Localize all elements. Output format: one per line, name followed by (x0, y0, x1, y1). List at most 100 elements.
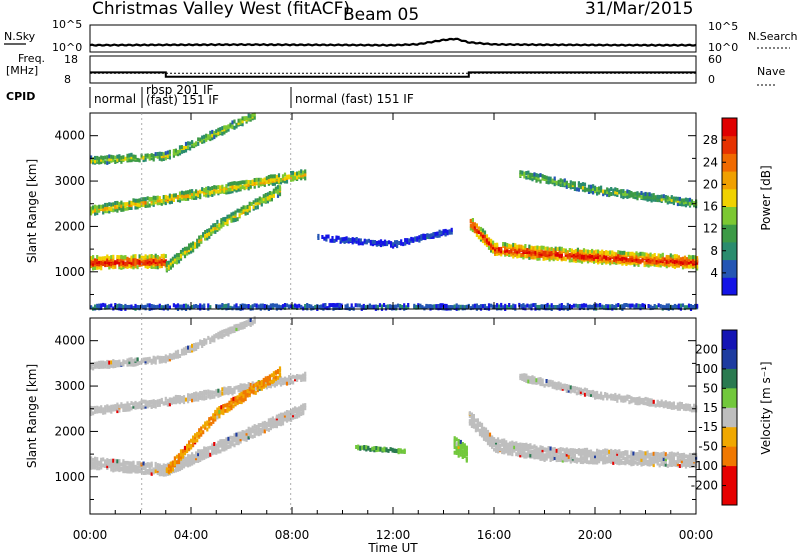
velocity-cbar-tick: 15 (703, 401, 718, 415)
velocity-cbar-tick: -15 (698, 420, 718, 434)
velocity-band-4 (468, 411, 698, 469)
date-label: 31/Mar/2015 (585, 0, 693, 19)
freq-line (90, 71, 696, 78)
power-color-step (722, 135, 737, 154)
velocity-cbar-tick: -100 (691, 459, 718, 473)
velocity-color-step (722, 388, 737, 409)
range-tick-label: 1000 (54, 470, 85, 484)
power-band-4 (317, 227, 453, 249)
velocity-ylabel: Slant Range [km] (25, 364, 39, 468)
power-band-1 (90, 169, 307, 216)
cpid-segment-2-line-2: (fast) 151 IF (146, 93, 219, 107)
velocity-panel: 1000 2000 3000 4000 Slant Range [km] (25, 316, 698, 515)
velocity-cbar-tick: 200 (695, 342, 718, 356)
nave-tick-bottom: 0 (708, 73, 715, 86)
power-scatter (90, 112, 699, 311)
time-tick-label: 08:00 (275, 528, 310, 542)
nsky-tick-top: 10^5 (52, 18, 82, 31)
velocity-band-2 (90, 316, 256, 371)
power-cbar-label: Power [dB] (759, 165, 773, 230)
velocity-cbar-label: Velocity [m s⁻¹] (759, 361, 773, 454)
freq-tick-bottom: 8 (64, 73, 71, 86)
nsky-panel: N.Sky 10^5 10^0 10^5 10^0 N.Search (4, 18, 798, 54)
beam-label: Beam 05 (343, 5, 419, 25)
velocity-cbar-tick: -200 (691, 479, 718, 493)
velocity-cbar-tick: 100 (695, 362, 718, 376)
power-cbar-tick: 12 (703, 222, 718, 236)
velocity-color-step (722, 485, 737, 506)
freq-panel: Freq. [MHz] 18 8 60 0 Nave (6, 52, 785, 86)
power-y-axis: 1000 2000 3000 4000 (54, 112, 696, 295)
range-tick-label: 4000 (54, 129, 85, 143)
power-cbar-tick: 8 (710, 244, 718, 258)
velocity-color-step (722, 407, 737, 428)
velocity-band-6 (453, 436, 468, 463)
power-panel: 1000 2000 3000 4000 Slant Range [km] (25, 112, 699, 311)
freq-tick-top: 18 (64, 53, 78, 66)
power-color-step (722, 118, 737, 137)
power-cbar-tick: 20 (703, 177, 718, 191)
range-tick-label: 3000 (54, 379, 85, 393)
range-tick-label: 4000 (54, 334, 85, 348)
range-tick-label: 2000 (54, 424, 85, 438)
velocity-scatter (90, 316, 698, 477)
range-tick-label: 1000 (54, 265, 85, 279)
power-color-step (722, 171, 737, 190)
velocity-colorbar: 200 100 50 15 -15 -50 -100 -200 (691, 329, 738, 506)
velocity-y-axis: 1000 2000 3000 4000 (54, 317, 696, 500)
nsearch-tick-top: 10^5 (708, 20, 738, 33)
nave-label: Nave (757, 65, 785, 78)
cpid-segment-1: normal (94, 92, 136, 106)
power-band-0 (90, 218, 699, 271)
velocity-band-5 (519, 373, 698, 413)
time-tick-label: 16:00 (477, 528, 512, 542)
time-tick-label: 00:00 (679, 528, 714, 542)
time-tick-label: 20:00 (578, 528, 613, 542)
range-tick-label: 3000 (54, 174, 85, 188)
power-color-step (722, 153, 737, 172)
power-color-step (722, 259, 737, 278)
time-tick-label: 04:00 (174, 528, 209, 542)
power-band-3 (165, 185, 282, 273)
cpid-label: CPID (6, 90, 35, 103)
nsky-line (89, 37, 697, 47)
nsky-tick-bottom: 10^0 (52, 41, 82, 54)
power-band-2 (90, 112, 256, 165)
power-color-step (722, 224, 737, 243)
cpid-segment-3: normal (fast) 151 IF (295, 92, 414, 106)
velocity-cbar-tick: 50 (703, 381, 718, 395)
velocity-color-step (722, 427, 737, 448)
cpid-panel: CPID normal rbsp 201 IF (fast) 151 IF no… (6, 83, 414, 108)
power-color-step (722, 241, 737, 261)
range-tick-label: 2000 (54, 219, 85, 233)
freq-label-1: Freq. (18, 52, 45, 65)
power-cbar-tick: 16 (703, 200, 718, 214)
time-tick-label: 12:00 (376, 528, 411, 542)
nsky-label: N.Sky (4, 30, 36, 43)
time-axis: 00:00 04:00 08:00 12:00 16:00 20:00 00:00 (73, 113, 714, 542)
power-colorbar: 28 24 20 16 12 8 4 (703, 117, 738, 296)
velocity-band-3 (165, 366, 282, 475)
velocity-color-step (722, 330, 737, 350)
station-title: Christmas Valley West (fitACF) (92, 0, 350, 19)
xaxis-label: Time UT (367, 541, 418, 554)
cpid-segment-2-line-1: rbsp 201 IF (146, 83, 213, 97)
nsearch-tick-bottom: 10^0 (708, 41, 738, 54)
velocity-band-7 (355, 444, 406, 455)
velocity-color-step (722, 466, 737, 487)
velocity-color-step (722, 368, 737, 389)
nsearch-label: N.Search (748, 30, 798, 43)
power-cbar-tick: 4 (710, 266, 718, 280)
power-cbar-tick: 28 (703, 133, 718, 147)
nave-tick-top: 60 (708, 53, 722, 66)
power-color-step (722, 277, 737, 296)
velocity-color-step (722, 349, 737, 370)
power-band-5 (519, 170, 698, 209)
power-ylabel: Slant Range [km] (25, 159, 39, 263)
freq-label-2: [MHz] (6, 64, 38, 77)
time-tick-label: 00:00 (73, 528, 108, 542)
power-color-step (722, 188, 737, 207)
velocity-cbar-tick: -50 (698, 440, 718, 454)
velocity-color-step (722, 446, 737, 467)
